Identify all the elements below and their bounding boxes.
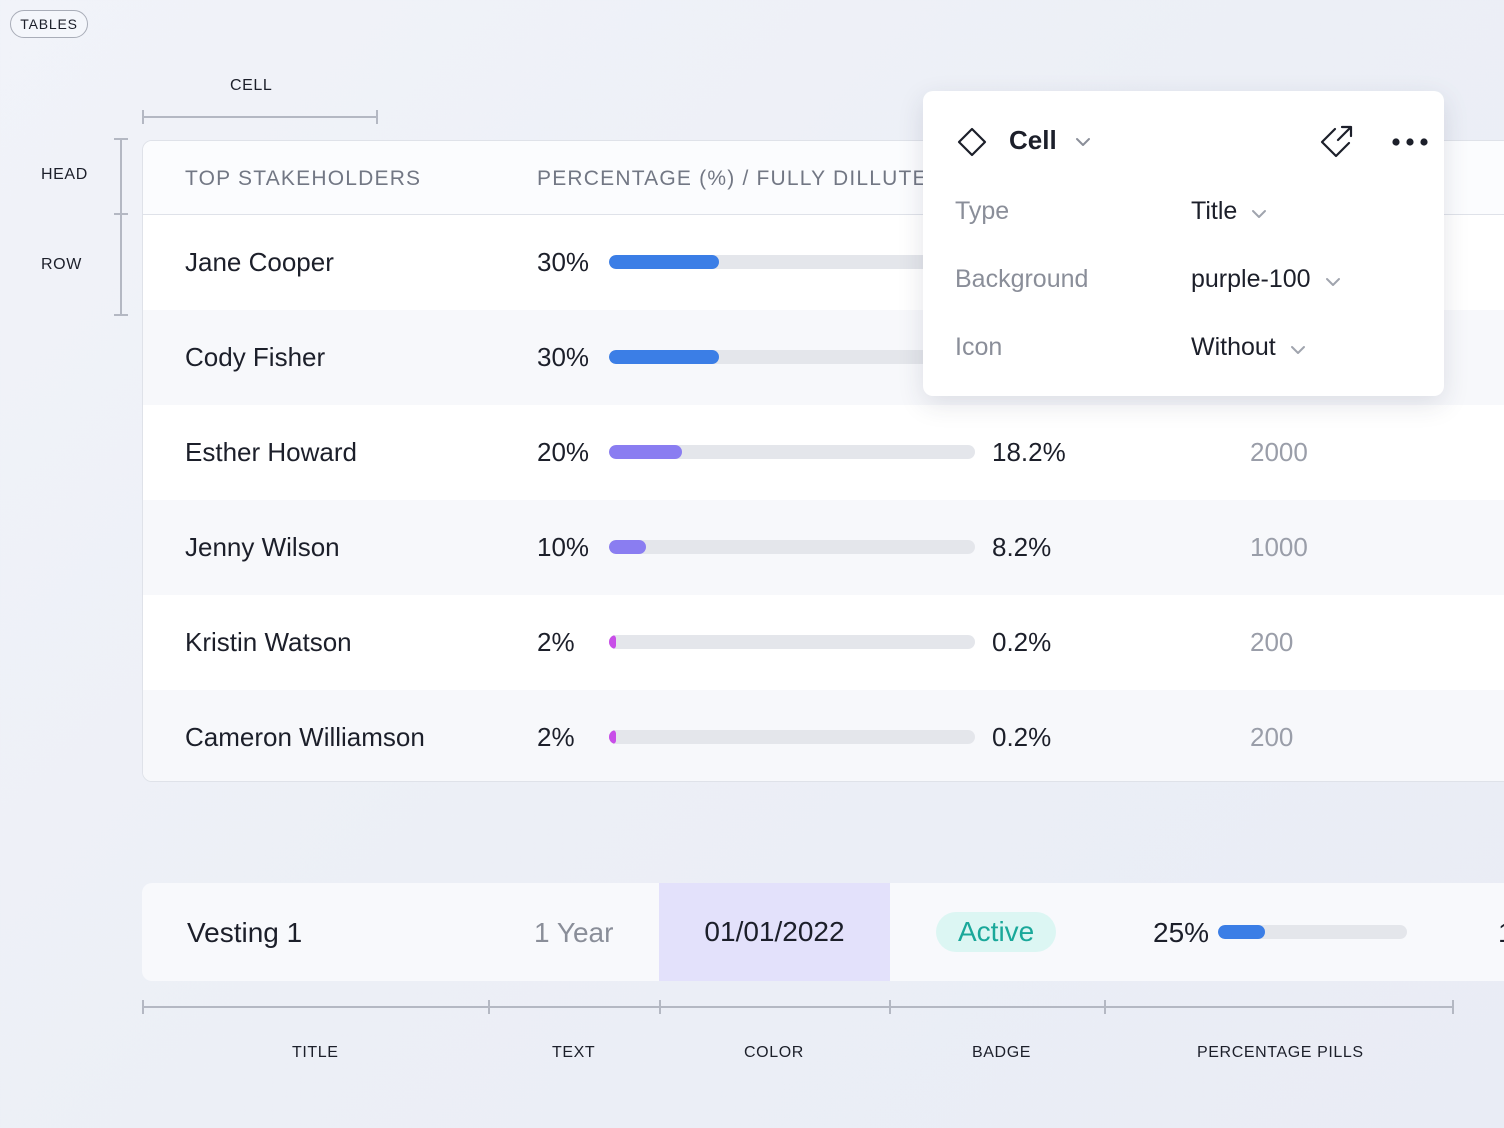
icon-dropdown[interactable]: Without (1191, 333, 1306, 362)
column-header-percentage[interactable]: PERCENTAGE (%) / FULLY DILLUTED (537, 167, 945, 190)
progress-fill (609, 635, 617, 649)
cell-annotation-line (142, 116, 378, 118)
panel-title[interactable]: Cell (1009, 125, 1057, 155)
icon-label: Icon (955, 333, 1003, 361)
row-annotation-label: ROW (41, 256, 82, 273)
chevron-down-icon[interactable] (1075, 135, 1091, 153)
more-options-icon[interactable] (1391, 135, 1429, 153)
column-annotation-tick (142, 1000, 144, 1014)
type-value: Title (1191, 197, 1238, 225)
column-annotation-tick (488, 1000, 490, 1014)
tables-tag: TABLES (10, 10, 88, 38)
stakeholder-name: Cameron Williamson (185, 722, 425, 752)
cell-annotation-label: CELL (230, 77, 273, 94)
vesting-progress-track (1218, 925, 1407, 939)
badge-annotation-label: BADGE (972, 1044, 1032, 1061)
progress-fill (609, 730, 617, 744)
stakeholder-name: Cody Fisher (185, 342, 326, 372)
fully-diluted-value: 8.2% (992, 532, 1052, 562)
progress-track (609, 540, 975, 554)
fully-diluted-value: 0.2% (992, 627, 1052, 657)
progress-track (609, 350, 975, 364)
progress-track (609, 635, 975, 649)
stakeholder-name: Jane Cooper (185, 247, 334, 277)
stakeholder-percentage: 10% (537, 532, 590, 562)
vesting-percentage: 25% (1153, 917, 1210, 948)
table-row[interactable]: Jane Cooper 30% (143, 215, 1504, 310)
vesting-text-cell: 1 Year (534, 917, 614, 948)
percentage-pills-annotation-label: PERCENTAGE PILLS (1197, 1044, 1364, 1061)
column-annotation-tick (1104, 1000, 1106, 1014)
stakeholder-percentage: 30% (537, 342, 590, 372)
stakeholder-percentage: 30% (537, 247, 590, 277)
stakeholder-name: Esther Howard (185, 437, 357, 467)
cell-annotation-tick (142, 110, 144, 124)
stakeholder-percentage: 2% (537, 627, 575, 657)
column-annotation-tick (659, 1000, 661, 1014)
background-label: Background (955, 265, 1089, 293)
progress-track (609, 730, 975, 744)
head-annotation-tick (114, 138, 128, 140)
shares-value: 200 (1250, 627, 1294, 657)
progress-fill (609, 445, 683, 459)
cell-properties-panel: Cell Type Title Background purple-100 Ic… (923, 91, 1444, 396)
row-annotation-tick (114, 314, 128, 316)
type-label: Type (955, 197, 1010, 225)
table-row[interactable]: Cameron Williamson 2% 0.2% 200 (143, 690, 1504, 781)
fully-diluted-value: 0.2% (992, 722, 1052, 752)
fully-diluted-value: 18.2% (992, 437, 1066, 467)
go-to-main-component-icon[interactable] (1319, 123, 1355, 164)
head-annotation-label: HEAD (41, 166, 88, 183)
chevron-down-icon (1290, 333, 1306, 362)
icon-value: Without (1191, 333, 1276, 361)
shares-value: 1000 (1250, 532, 1308, 562)
progress-track (609, 255, 975, 269)
background-dropdown[interactable]: purple-100 (1191, 265, 1341, 294)
progress-track (609, 445, 975, 459)
shares-value: 2000 (1250, 437, 1308, 467)
vesting-progress-fill (1218, 925, 1266, 939)
stakeholder-percentage: 20% (537, 437, 590, 467)
stakeholder-percentage: 2% (537, 722, 575, 752)
background-value: purple-100 (1191, 265, 1311, 293)
column-annotation-line (142, 1006, 1454, 1008)
vesting-extra-value: 1 (1498, 917, 1504, 949)
status-badge: Active (936, 912, 1057, 952)
row-annotation-tick (114, 213, 128, 215)
stakeholder-name: Jenny Wilson (185, 532, 340, 562)
progress-fill (609, 255, 719, 269)
table-row[interactable]: Kristin Watson 2% 0.2% 200 (143, 595, 1504, 690)
vesting-title-cell: Vesting 1 (187, 917, 303, 948)
title-annotation-label: TITLE (292, 1044, 339, 1061)
shares-value: 200 (1250, 722, 1294, 752)
stakeholder-name: Kristin Watson (185, 627, 352, 657)
vesting-color-cell: 01/01/2022 (659, 883, 890, 981)
progress-fill (609, 350, 719, 364)
component-diamond-icon (957, 127, 987, 162)
cell-annotation-tick (376, 110, 378, 124)
type-dropdown[interactable]: Title (1191, 197, 1267, 226)
head-row-annotation-line (120, 138, 122, 316)
column-annotation-tick (1452, 1000, 1454, 1014)
text-annotation-label: TEXT (552, 1044, 596, 1061)
table-row[interactable]: Jenny Wilson 10% 8.2% 1000 (143, 500, 1504, 595)
chevron-down-icon (1325, 265, 1341, 294)
color-annotation-label: COLOR (744, 1044, 804, 1061)
column-header-stakeholders[interactable]: TOP STAKEHOLDERS (185, 167, 422, 190)
progress-fill (609, 540, 646, 554)
chevron-down-icon (1251, 197, 1267, 226)
table-row[interactable]: Esther Howard 20% 18.2% 2000 (143, 405, 1504, 500)
column-annotation-tick (889, 1000, 891, 1014)
vesting-row[interactable]: Vesting 1 1 Year 01/01/2022 Active 25% 1 (142, 883, 1504, 981)
